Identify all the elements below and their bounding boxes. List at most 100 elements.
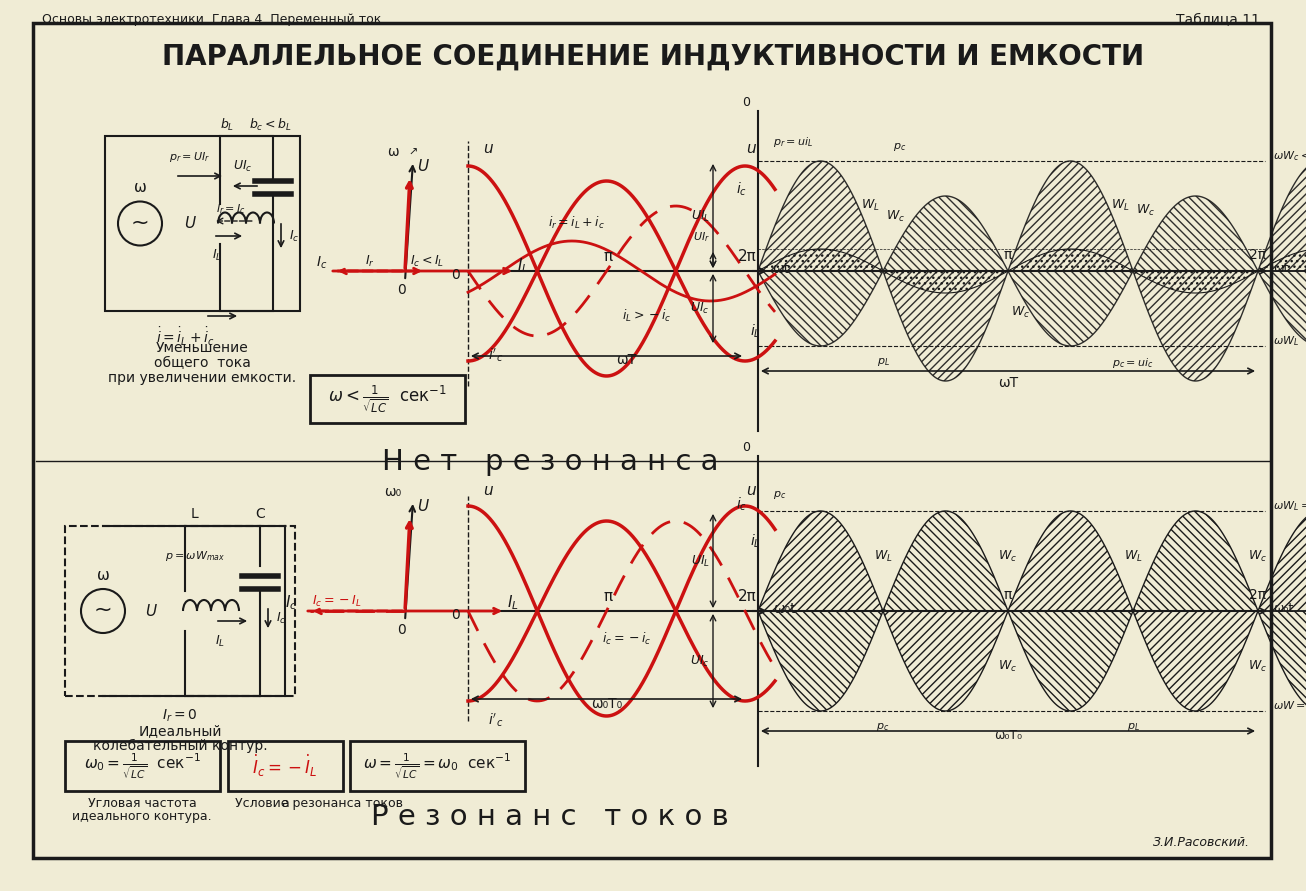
Text: $I_c=-I_L$: $I_c=-I_L$ <box>312 593 362 609</box>
Text: $i_L$: $i_L$ <box>750 532 760 550</box>
Text: 0: 0 <box>397 623 406 637</box>
Text: $W_L$: $W_L$ <box>1111 198 1130 213</box>
Bar <box>65 526 295 696</box>
Text: 2π: 2π <box>1250 588 1267 602</box>
Text: $i_c$: $i_c$ <box>737 495 747 513</box>
Text: идеального контура.: идеального контура. <box>72 810 212 823</box>
Text: $ωW=p_r$: $ωW=p_r$ <box>1273 699 1306 713</box>
Text: π: π <box>603 249 613 264</box>
Text: U: U <box>184 216 196 231</box>
Text: $W_c$: $W_c$ <box>885 208 905 224</box>
Text: $ωW_L=ωW_c$: $ωW_L=ωW_c$ <box>1273 499 1306 513</box>
Text: $W_c$: $W_c$ <box>1249 658 1268 674</box>
Text: $I_c<I_L$: $I_c<I_L$ <box>410 253 444 268</box>
Text: $i_r=i_L+i_c$: $i_r=i_L+i_c$ <box>549 215 605 231</box>
Text: ω: ω <box>387 145 398 159</box>
Text: $p_c=ui_c$: $p_c=ui_c$ <box>1113 356 1153 370</box>
Text: U: U <box>145 603 157 618</box>
Text: $p_c$: $p_c$ <box>876 721 889 733</box>
Text: ~: ~ <box>131 212 149 233</box>
Text: $I_r=0$: $I_r=0$ <box>162 708 197 724</box>
Text: $I_c$: $I_c$ <box>285 593 296 612</box>
Text: $p_L$: $p_L$ <box>876 356 889 368</box>
Text: $W_L$: $W_L$ <box>861 198 880 213</box>
Text: $\omega=\frac{1}{\sqrt{LC}}=\omega_0$  сек$^{-1}$: $\omega=\frac{1}{\sqrt{LC}}=\omega_0$ се… <box>363 751 511 781</box>
Text: ω₀t: ω₀t <box>1273 602 1293 616</box>
Text: π: π <box>603 589 613 604</box>
Text: u: u <box>747 141 756 156</box>
Text: $UI_r$: $UI_r$ <box>693 230 710 244</box>
Bar <box>104 136 300 311</box>
Text: U: U <box>417 159 428 174</box>
Text: Н е т   р е з о н а н с а: Н е т р е з о н а н с а <box>381 448 718 476</box>
Text: 0: 0 <box>397 283 406 297</box>
Text: Основы электротехники. Глава 4. Переменный ток.: Основы электротехники. Глава 4. Переменн… <box>42 13 385 26</box>
Text: 2π: 2π <box>738 589 756 604</box>
Text: $p_c$: $p_c$ <box>893 141 906 153</box>
Text: Идеальный: Идеальный <box>138 724 222 738</box>
Text: 0: 0 <box>742 96 750 109</box>
Circle shape <box>81 589 125 633</box>
Text: Условие резонанса токов: Условие резонанса токов <box>235 797 404 810</box>
Text: u: u <box>483 141 492 156</box>
Text: $p_r=ui_L$: $p_r=ui_L$ <box>773 135 814 149</box>
Text: $UI_L$: $UI_L$ <box>691 208 710 224</box>
Bar <box>350 741 525 791</box>
Text: ω₀: ω₀ <box>384 485 401 499</box>
Text: $W_L$: $W_L$ <box>874 549 892 563</box>
Text: ↗: ↗ <box>407 148 418 158</box>
Text: $p=ωW_{max}$: $p=ωW_{max}$ <box>165 549 225 563</box>
Text: ωT: ωT <box>616 353 636 367</box>
Text: $\omega < \frac{1}{\sqrt{LC}}$  сек$^{-1}$: $\omega < \frac{1}{\sqrt{LC}}$ сек$^{-1}… <box>328 383 447 414</box>
Text: 0: 0 <box>742 441 750 454</box>
Text: 0: 0 <box>452 268 460 282</box>
Text: $ωW_L$: $ωW_L$ <box>1273 334 1299 347</box>
Text: $UI_c$: $UI_c$ <box>691 653 710 668</box>
Text: C: C <box>255 507 265 521</box>
Text: U: U <box>417 499 428 514</box>
Text: общего  тока: общего тока <box>154 356 251 370</box>
Text: ωt: ωt <box>1273 263 1289 275</box>
Text: ω: ω <box>133 181 146 195</box>
Text: ω₀t: ω₀t <box>773 602 795 616</box>
Text: $UI_c$: $UI_c$ <box>234 159 253 174</box>
Text: ωt: ωt <box>772 262 789 276</box>
Text: $I_L$: $I_L$ <box>215 634 225 650</box>
Text: $W_L$: $W_L$ <box>1123 549 1143 563</box>
Text: $i_L$: $i_L$ <box>750 323 760 339</box>
Text: $W_c$: $W_c$ <box>1011 305 1030 320</box>
Text: $I_r=I_c$: $I_r=I_c$ <box>215 202 246 216</box>
Bar <box>310 375 465 423</box>
Text: $i_L>-i_c$: $i_L>-i_c$ <box>622 308 671 324</box>
Text: u: u <box>483 483 492 498</box>
Text: ω₀T₀: ω₀T₀ <box>994 729 1023 742</box>
Text: $\omega_0=\frac{1}{\sqrt{LC}}$  сек$^{-1}$: $\omega_0=\frac{1}{\sqrt{LC}}$ сек$^{-1}… <box>84 751 200 781</box>
Text: $UI_L$: $UI_L$ <box>691 553 710 568</box>
Text: π: π <box>1004 588 1012 602</box>
Text: З.И.Расовский.: З.И.Расовский. <box>1153 836 1250 849</box>
Text: $b_L$: $b_L$ <box>219 117 234 133</box>
Text: $UI_c$: $UI_c$ <box>691 301 710 316</box>
Text: 2π: 2π <box>738 249 756 264</box>
Text: $I_L$: $I_L$ <box>212 248 222 263</box>
Text: Угловая частота: Угловая частота <box>88 797 196 810</box>
Text: $I_c$: $I_c$ <box>316 255 326 271</box>
Text: $I_L$: $I_L$ <box>517 257 529 275</box>
Text: Р е з о н а н с   т о к о в: Р е з о н а н с т о к о в <box>371 803 729 831</box>
Text: ПАРАЛЛЕЛЬНОЕ СОЕДИНЕНИЕ ИНДУКТИВНОСТИ И ЕМКОСТИ: ПАРАЛЛЕЛЬНОЕ СОЕДИНЕНИЕ ИНДУКТИВНОСТИ И … <box>162 43 1144 71</box>
Text: $i'_c$: $i'_c$ <box>488 346 503 364</box>
Text: $I_c$: $I_c$ <box>289 228 299 243</box>
Text: π: π <box>1004 248 1012 262</box>
Bar <box>229 741 343 791</box>
Text: $b_c<b_L$: $b_c<b_L$ <box>248 117 291 133</box>
Text: $ωW_c<ωW_L$: $ωW_c<ωW_L$ <box>1273 149 1306 163</box>
Text: $W_c$: $W_c$ <box>999 658 1017 674</box>
Circle shape <box>118 201 162 246</box>
Text: при увеличении емкости.: при увеличении емкости. <box>108 371 296 385</box>
Text: $I_L$: $I_L$ <box>507 593 518 612</box>
Text: а: а <box>281 797 289 810</box>
Text: ~: ~ <box>94 600 112 620</box>
Text: $p_r=UI_r$: $p_r=UI_r$ <box>170 150 210 164</box>
Text: $I_c$: $I_c$ <box>276 610 286 625</box>
Text: $p_c$: $p_c$ <box>773 489 786 501</box>
